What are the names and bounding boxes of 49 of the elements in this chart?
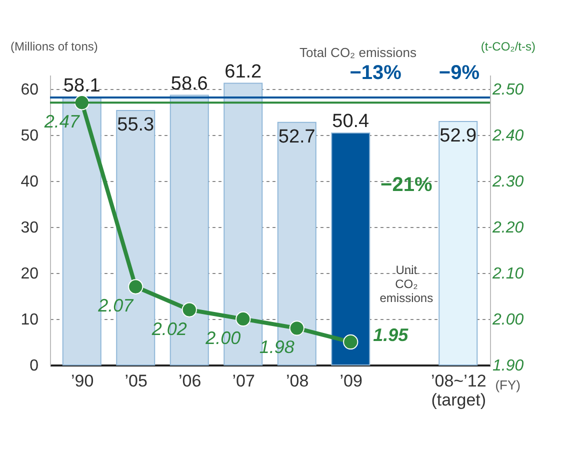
x-tick-label: ’07	[232, 372, 255, 390]
bar	[438, 120, 478, 366]
point	[236, 311, 251, 327]
y2-tick-label: 2.30	[492, 173, 524, 190]
y-tick-label: 40	[20, 173, 39, 190]
data-label: 58.6	[170, 73, 208, 94]
y-tick-label: 20	[20, 265, 39, 282]
y2-axis-title: (t-CO₂/t-s)	[480, 40, 536, 54]
annotation: Unit CO₂ emissions	[380, 263, 434, 305]
x-tick-label: ’05	[124, 372, 148, 390]
point	[343, 334, 358, 350]
y2-tick-label: 1.90	[492, 358, 524, 374]
y-tick-label: 60	[20, 81, 39, 98]
data-label: 1.98	[259, 337, 294, 358]
x-tick-label: ’06	[178, 372, 202, 390]
data-label: 1.95	[373, 324, 410, 345]
annotation: −21%	[380, 174, 432, 196]
data-label: 2.02	[150, 318, 187, 339]
y2-tick-label: 2.10	[492, 265, 524, 282]
y2-tick-label: 2.00	[492, 311, 524, 328]
x-axis-title: (FY)	[495, 378, 520, 392]
data-label: 58.1	[63, 76, 100, 97]
x-tick-label: ’90	[71, 372, 94, 390]
data-label: 52.9	[440, 125, 477, 146]
y-axis-title: (Millions of tons)	[10, 40, 98, 54]
x-tick-label: ’09	[340, 372, 362, 390]
data-label: 2.47	[43, 112, 80, 132]
point	[128, 279, 144, 294]
data-label: 2.07	[97, 296, 134, 316]
data-label: 2.00	[204, 328, 241, 348]
y-tick-label: 0	[30, 358, 39, 374]
point	[182, 302, 197, 318]
x-tick-label: ’08~’12 (target)	[430, 372, 486, 410]
data-label: 61.2	[224, 61, 262, 82]
y-tick-label: 30	[20, 219, 39, 236]
annotation: −9%	[438, 62, 480, 84]
bar	[331, 132, 370, 366]
y-tick-label: 10	[20, 311, 39, 328]
y2-tick-label: 2.40	[492, 127, 524, 144]
point	[289, 320, 304, 336]
data-label: 55.3	[117, 114, 154, 136]
text: Total CO₂ emissions	[299, 45, 418, 60]
y2-tick-label: 2.20	[492, 219, 524, 236]
data-label: 50.4	[332, 111, 370, 132]
x-tick-label: ’08	[286, 372, 309, 390]
y-tick-label: 50	[20, 127, 39, 144]
data-label: 52.7	[278, 126, 316, 148]
y2-tick-label: 2.50	[492, 81, 524, 98]
annotation: −13%	[350, 62, 402, 84]
